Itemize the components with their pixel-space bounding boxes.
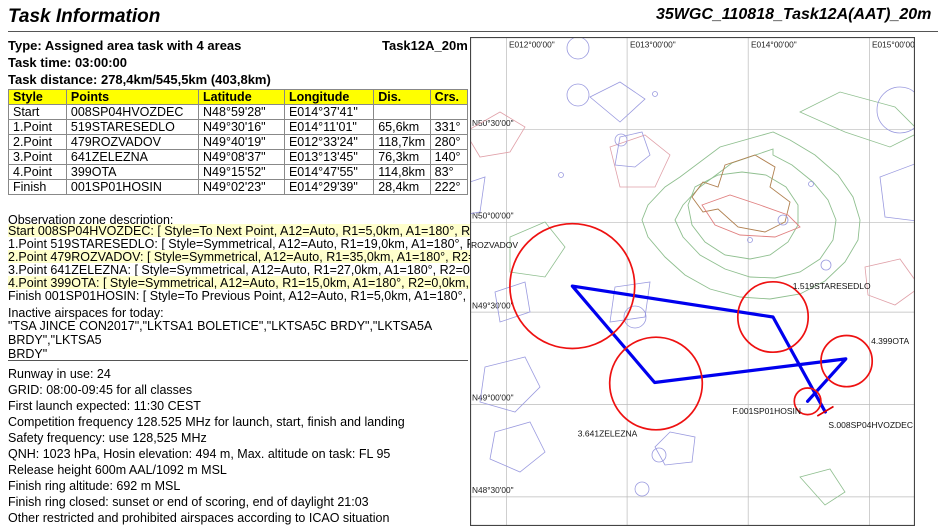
svg-text:E015°00'00": E015°00'00" (872, 40, 915, 50)
svg-text:N49°00'00": N49°00'00" (472, 393, 514, 403)
svg-text:3.641ZELEZNA: 3.641ZELEZNA (578, 429, 638, 439)
svg-text:N49°30'00": N49°30'00" (472, 300, 514, 310)
svg-text:E012°00'00": E012°00'00" (509, 40, 555, 50)
svg-text:ROZVADOV: ROZVADOV (471, 240, 518, 250)
svg-text:F.001SP01HOSIN: F.001SP01HOSIN (733, 406, 802, 416)
svg-text:1.519STARESEDLO: 1.519STARESEDLO (793, 281, 871, 291)
svg-text:N48°30'00": N48°30'00" (472, 485, 514, 495)
svg-text:E013°00'00": E013°00'00" (630, 40, 676, 50)
svg-text:4.399OTA: 4.399OTA (871, 336, 909, 346)
svg-text:S.008SP04HVOZDEC: S.008SP04HVOZDEC (828, 420, 913, 430)
svg-text:E014°00'00": E014°00'00" (751, 40, 797, 50)
svg-text:N50°30'00": N50°30'00" (472, 118, 514, 128)
